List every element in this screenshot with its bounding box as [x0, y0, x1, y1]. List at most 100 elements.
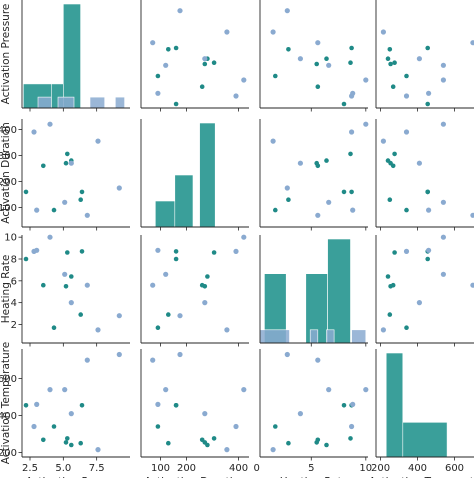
pairplot-axis-labels: 2.55.07.5Activation Pressure100200400Act…: [0, 4, 474, 478]
y-tick-label-activation-temperature-2: 600: [0, 374, 17, 385]
scatter-point-3-0-11: [84, 357, 90, 363]
scatter-point-0-3-4: [390, 84, 396, 89]
scatter-point-1-3-1: [404, 207, 409, 213]
scatter-point-2-1-1: [155, 325, 161, 331]
panel-activation-pressure-vs-activation-temperature: [375, 0, 474, 112]
scatter-point-1-0-3: [79, 189, 85, 195]
scatter-point-0-3-2: [388, 61, 393, 67]
scatter-point-3-1-15: [155, 401, 161, 407]
hist-bar-secondary-heating-rate-0: [259, 329, 290, 344]
scatter-point-2-1-3: [173, 249, 179, 254]
scatter-point-1-3-9: [440, 121, 446, 127]
scatter-point-3-0-10: [95, 447, 101, 453]
x-tick-label-heating-rate-0: 0: [254, 463, 260, 474]
scatter-point-0-3-9: [440, 77, 446, 83]
scatter-point-0-1-5: [166, 47, 171, 52]
scatter-point-0-1-7: [173, 101, 179, 107]
scatter-point-0-2-12: [284, 8, 290, 14]
scatter-point-0-3-13: [440, 62, 446, 68]
scatter-point-3-0-3: [79, 403, 85, 408]
scatter-point-3-0-6: [69, 442, 74, 448]
hist-bar-primary-activation-temperature-0: [385, 352, 404, 458]
panel-activation-temperature-vs-activation-pressure: [18, 349, 130, 461]
scatter-point-3-2-10: [270, 447, 276, 453]
scatter-point-0-2-10: [270, 29, 276, 35]
hist-bar-secondary-activation-pressure-0: [37, 96, 52, 109]
scatter-point-0-3-5: [387, 47, 393, 52]
x-tick-label-activation-pressure-0: 2.5: [22, 463, 38, 474]
scatter-point-0-1-13: [163, 62, 169, 68]
scatter-point-1-3-7: [425, 189, 431, 195]
scatter-point-1-3-15: [426, 207, 432, 213]
scatter-point-0-2-13: [326, 62, 332, 68]
scatter-point-1-0-7: [23, 189, 29, 195]
scatter-point-0-1-1: [155, 73, 161, 79]
scatter-point-1-2-10: [270, 138, 276, 144]
scatter-point-0-3-6: [385, 56, 391, 61]
scatter-point-0-3-15: [426, 90, 432, 96]
scatter-point-0-2-7: [341, 101, 347, 107]
panel-activation-pressure-vs-activation-duration: [140, 0, 249, 112]
scatter-point-3-0-8: [31, 423, 37, 430]
scatter-point-3-2-7: [341, 403, 347, 408]
scatter-point-1-3-10: [380, 138, 386, 144]
hist-bar-secondary-activation-pressure-3: [115, 96, 125, 109]
hist-bar-secondary-heating-rate-1: [309, 329, 319, 344]
scatter-point-1-0-0: [65, 151, 70, 157]
panel-activation-duration-vs-activation-pressure: [18, 119, 130, 231]
scatter-point-3-1-13: [163, 387, 169, 393]
hist-bar-primary-activation-duration-1: [174, 174, 194, 228]
scatter-point-1-0-2: [63, 160, 69, 166]
scatter-point-2-3-5: [387, 312, 393, 317]
scatter-point-1-2-15: [350, 207, 356, 213]
y-tick-label-activation-duration-1: 100: [0, 203, 17, 214]
scatter-point-1-0-5: [78, 197, 83, 202]
scatter-point-3-0-13: [62, 387, 68, 393]
scatter-point-2-3-13: [440, 271, 446, 277]
scatter-point-2-0-1: [51, 325, 57, 331]
scatter-point-3-1-12: [177, 351, 183, 358]
scatter-point-0-2-11: [315, 40, 321, 46]
y-axis-label-heating-rate: Heating Rate: [0, 255, 12, 324]
scatter-point-3-1-5: [166, 440, 171, 446]
scatter-point-0-2-1: [273, 73, 278, 79]
y-tick-label-activation-temperature-0: 200: [0, 448, 17, 459]
x-tick-label-activation-duration-1: 200: [177, 463, 196, 474]
scatter-point-1-2-11: [315, 212, 321, 218]
scatter-point-0-2-2: [314, 61, 320, 67]
scatter-point-1-2-5: [286, 197, 291, 202]
scatter-point-3-2-6: [324, 442, 329, 448]
hist-bar-secondary-activation-pressure-1: [57, 96, 75, 109]
scatter-point-3-1-1: [155, 424, 161, 429]
panel-heating-rate-vs-activation-duration: [140, 234, 249, 347]
y-tick-label-heating-rate-2: 4: [11, 298, 17, 309]
scatter-point-1-2-14: [297, 160, 303, 166]
scatter-point-2-3-8: [403, 248, 410, 254]
x-tick-label-heating-rate-1: 5: [308, 463, 314, 474]
scatter-point-1-0-12: [116, 185, 122, 191]
scatter-point-1-3-11: [470, 212, 474, 218]
scatter-point-2-3-1: [404, 325, 409, 331]
scatter-point-3-0-4: [41, 437, 46, 443]
scatter-point-1-3-6: [385, 158, 391, 163]
y-tick-label-heating-rate-5: 10: [4, 233, 17, 244]
scatter-point-3-1-9: [241, 387, 247, 393]
scatter-point-3-0-14: [68, 411, 74, 417]
scatter-point-2-1-8: [233, 248, 239, 254]
scatter-point-0-3-1: [404, 73, 409, 79]
hist-bar-secondary-heating-rate-3: [351, 329, 367, 344]
scatter-point-3-2-11: [315, 357, 321, 363]
scatter-point-1-2-0: [348, 151, 353, 157]
scatter-point-3-1-10: [224, 447, 230, 453]
scatter-point-3-2-9: [363, 387, 369, 393]
scatter-point-0-1-14: [202, 56, 208, 62]
hist-bar-primary-heating-rate-2: [327, 238, 351, 344]
scatter-point-2-1-4: [199, 282, 205, 288]
scatter-point-3-2-8: [349, 423, 355, 430]
scatter-point-2-3-6: [385, 274, 391, 279]
scatter-point-0-3-14: [416, 56, 422, 62]
scatter-point-3-2-5: [286, 440, 291, 446]
scatter-point-1-2-7: [341, 189, 347, 195]
scatter-point-3-0-12: [116, 351, 122, 358]
panel-heating-rate-vs-heating-rate: [259, 235, 368, 347]
